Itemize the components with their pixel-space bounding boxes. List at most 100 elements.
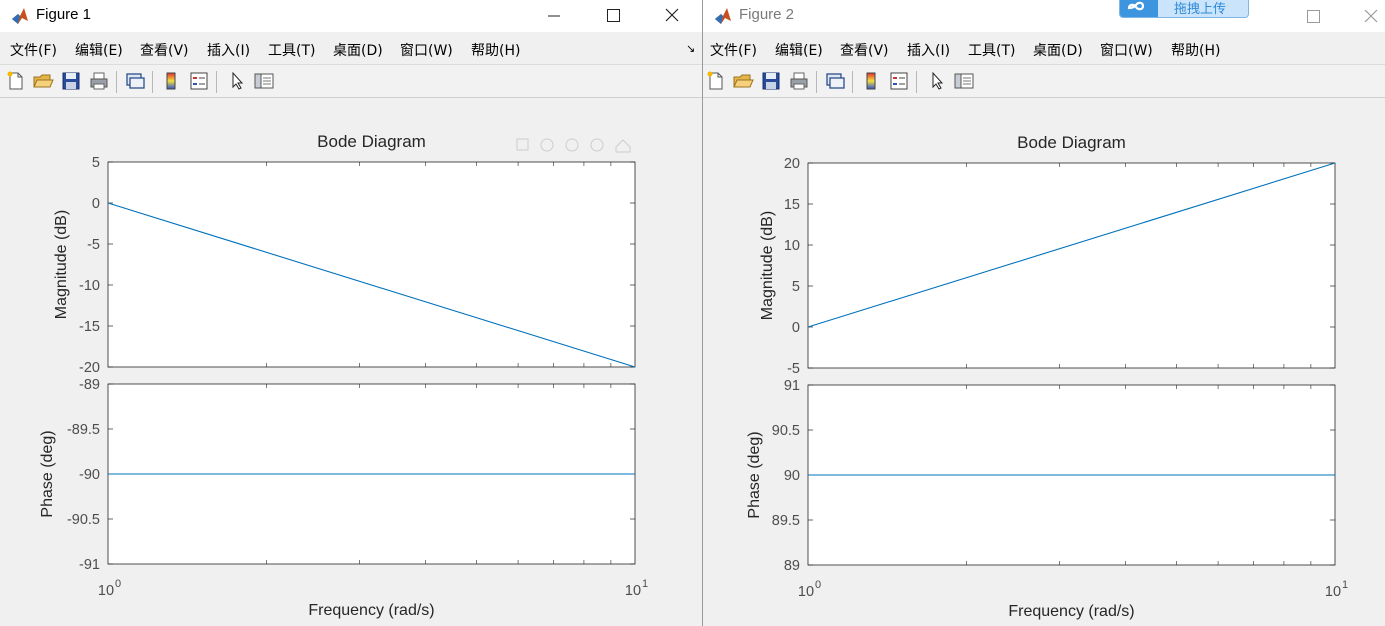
- close-icon[interactable]: [659, 4, 685, 28]
- menu-bar: 文件(F) 编辑(E) 查看(V) 插入(I) 工具(T) 桌面(D) 窗口(W…: [0, 34, 702, 64]
- y-tick-label: 0: [92, 196, 100, 212]
- zoom-out-icon[interactable]: [590, 138, 604, 152]
- phase-ylabel: Phase (deg): [746, 431, 763, 518]
- toolbar-separator: [916, 71, 917, 93]
- menu-file[interactable]: 文件(F): [710, 43, 757, 59]
- link-plot-icon[interactable]: [824, 70, 846, 92]
- magnitude-line[interactable]: [807, 162, 1336, 328]
- x-tick-exponent: 0: [815, 579, 821, 591]
- new-figure-icon[interactable]: [705, 70, 727, 92]
- legend-icon[interactable]: [188, 70, 210, 92]
- title-bar[interactable]: Figure 2: [703, 0, 1385, 32]
- save-icon[interactable]: [760, 70, 782, 92]
- save-icon[interactable]: [60, 70, 82, 92]
- x-tick-exponent: 1: [1342, 579, 1348, 591]
- close-icon[interactable]: [1358, 4, 1384, 28]
- toolbar-separator: [816, 71, 817, 93]
- y-tick-label: 0: [792, 320, 800, 336]
- y-tick-label: 20: [784, 156, 800, 172]
- x-tick-exponent: 1: [642, 578, 648, 590]
- matlab-logo-icon: [10, 6, 30, 26]
- menu-view[interactable]: 查看(V): [140, 43, 189, 59]
- menu-desktop[interactable]: 桌面(D): [333, 43, 383, 59]
- toolbar-separator: [116, 71, 117, 93]
- menu-desktop[interactable]: 桌面(D): [1033, 43, 1083, 59]
- colorbar-icon[interactable]: [160, 70, 182, 92]
- y-tick-label: -5: [787, 361, 800, 377]
- figure-window-2: Figure 2 文件(F) 编辑(E) 查看(V) 插入(I) 工具(T) 桌…: [703, 0, 1385, 626]
- cloud-link-icon: [1120, 0, 1158, 17]
- phase-ylabel: Phase (deg): [39, 430, 56, 517]
- menu-window[interactable]: 窗口(W): [400, 43, 453, 59]
- x-axis-label: Frequency (rad/s): [1008, 603, 1134, 620]
- property-editor-icon[interactable]: [953, 70, 975, 92]
- property-editor-icon[interactable]: [253, 70, 275, 92]
- x-tick-label: 10: [625, 583, 641, 599]
- magnitude-axes[interactable]: [807, 162, 1336, 369]
- window-title: Figure 1: [36, 6, 92, 23]
- x-axis-label: Frequency (rad/s): [308, 602, 434, 619]
- maximize-icon[interactable]: [600, 4, 626, 28]
- new-figure-icon[interactable]: [5, 70, 27, 92]
- y-tick-label: -89: [79, 377, 100, 393]
- upload-label: 拖拽上传: [1174, 2, 1227, 17]
- figure-toolbar: [703, 64, 1385, 98]
- open-file-icon[interactable]: [32, 70, 54, 92]
- y-tick-label: -90.5: [67, 512, 100, 528]
- y-tick-label: -91: [79, 557, 100, 573]
- menu-help[interactable]: 帮助(H): [471, 43, 521, 59]
- toolbar-separator: [216, 71, 217, 93]
- y-tick-label: 89: [784, 558, 800, 574]
- title-bar[interactable]: Figure 1: [0, 0, 702, 32]
- magnitude-axes[interactable]: [107, 161, 636, 368]
- x-tick-label: 10: [798, 584, 814, 600]
- x-tick-label: 10: [98, 583, 114, 599]
- y-tick-label: 15: [784, 197, 800, 213]
- magnitude-line[interactable]: [107, 202, 636, 368]
- magnitude-ylabel: Magnitude (dB): [53, 210, 70, 319]
- export-icon[interactable]: [516, 138, 529, 151]
- toolbar-separator: [152, 71, 153, 93]
- pointer-icon[interactable]: [926, 70, 948, 92]
- menu-help[interactable]: 帮助(H): [1171, 43, 1221, 59]
- menu-tools[interactable]: 工具(T): [968, 43, 1016, 59]
- bode-plot-1[interactable]: Bode Diagram 5 0 -5 -10 -15 -20 Magnitude (dB) -…: [0, 97, 702, 626]
- y-tick-label: 10: [784, 238, 800, 254]
- menu-view[interactable]: 查看(V): [840, 43, 889, 59]
- toolbar-separator: [852, 71, 853, 93]
- window-title: Figure 2: [739, 6, 795, 23]
- pointer-icon[interactable]: [226, 70, 248, 92]
- y-tick-label: 5: [792, 279, 800, 295]
- figure-window-1: Figure 1 文件(F) 编辑(E) 查看(V) 插入(I) 工具(T) 桌…: [0, 0, 703, 626]
- print-icon[interactable]: [88, 70, 110, 92]
- zoom-in-icon[interactable]: [565, 138, 579, 152]
- menu-window[interactable]: 窗口(W): [1100, 43, 1153, 59]
- pan-icon[interactable]: [540, 138, 554, 152]
- dock-figure-icon[interactable]: ↘: [686, 42, 696, 55]
- open-file-icon[interactable]: [732, 70, 754, 92]
- menu-insert[interactable]: 插入(I): [207, 43, 251, 59]
- menu-tools[interactable]: 工具(T): [268, 43, 316, 59]
- colorbar-icon[interactable]: [860, 70, 882, 92]
- menu-file[interactable]: 文件(F): [10, 43, 57, 59]
- y-tick-label: -20: [79, 360, 100, 376]
- minimize-icon[interactable]: [541, 4, 567, 28]
- magnitude-ylabel: Magnitude (dB): [759, 211, 776, 320]
- menu-edit[interactable]: 编辑(E): [775, 43, 823, 59]
- upload-float-button[interactable]: 拖拽上传: [1119, 0, 1249, 18]
- legend-icon[interactable]: [888, 70, 910, 92]
- y-tick-label: 89.5: [772, 513, 800, 529]
- chart-title: Bode Diagram: [1017, 133, 1126, 152]
- maximize-icon[interactable]: [1300, 4, 1326, 28]
- y-tick-label: -10: [79, 278, 100, 294]
- link-plot-icon[interactable]: [124, 70, 146, 92]
- menu-insert[interactable]: 插入(I): [907, 43, 951, 59]
- y-tick-label: 90.5: [772, 423, 800, 439]
- print-icon[interactable]: [788, 70, 810, 92]
- y-tick-label: -90: [79, 467, 100, 483]
- axes-toolbar: [516, 138, 631, 153]
- home-icon[interactable]: [615, 139, 631, 153]
- matlab-logo-icon: [713, 6, 733, 26]
- menu-edit[interactable]: 编辑(E): [75, 43, 123, 59]
